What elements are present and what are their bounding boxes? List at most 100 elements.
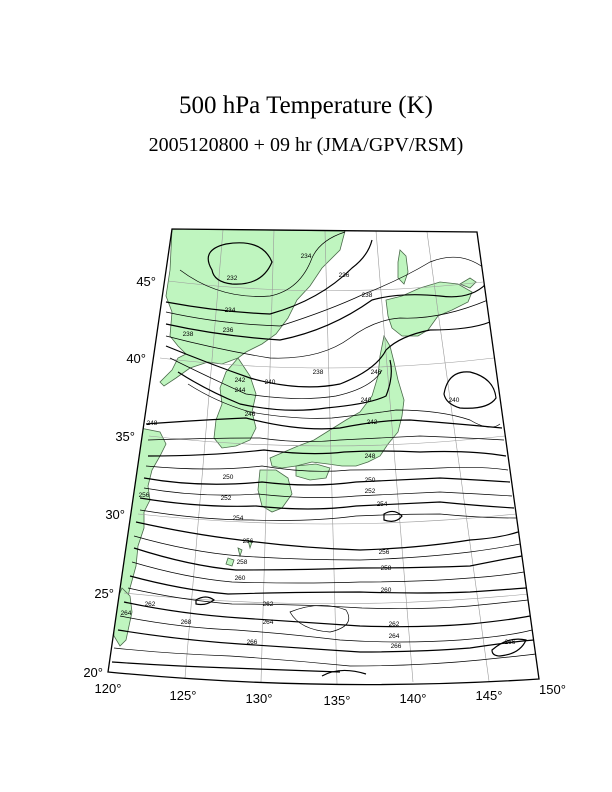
contour-label: 240: [449, 397, 460, 404]
contour-label: 242: [235, 377, 246, 384]
contour-label: 260: [381, 587, 392, 594]
lat-tick-label: 30°: [105, 507, 125, 522]
isotherm-contours: [111, 231, 537, 677]
hokkaido: [385, 281, 473, 337]
contour-label: 238: [313, 369, 324, 376]
isotherm: [179, 231, 346, 297]
contour-label: 252: [221, 495, 232, 502]
lon-tick-label: 140°: [400, 691, 427, 706]
isotherm: [177, 359, 392, 411]
contour-label: 232: [227, 275, 238, 282]
parallel-30: [137, 513, 517, 525]
isotherm: [127, 587, 529, 610]
kyushu: [257, 469, 293, 513]
isotherm: [165, 256, 485, 327]
contour-label: 246: [371, 369, 382, 376]
isotherm: [119, 615, 533, 643]
lat-tick-label: 45°: [136, 274, 156, 289]
isotherm: [443, 371, 497, 409]
isotherm: [111, 661, 341, 673]
contour-label: 266: [505, 639, 516, 646]
isotherm: [289, 605, 350, 633]
axis-labels: 45° 40° 35° 30° 25° 20° 120° 125° 130° 1…: [83, 274, 566, 708]
meridian-135: [324, 230, 338, 685]
meridian-125: [184, 229, 224, 679]
parallel-40: [159, 357, 495, 369]
contour-label: 264: [121, 610, 132, 617]
isotherm: [165, 283, 487, 341]
contour-label: 262: [389, 621, 400, 628]
isotherm: [383, 510, 403, 522]
isotherm: [135, 521, 519, 551]
contour-label: 266: [391, 643, 402, 650]
contour-label: 236: [339, 272, 350, 279]
isotherm: [187, 383, 501, 428]
contour-label: 250: [365, 477, 376, 484]
isotherm: [195, 596, 216, 606]
lat-tick-label: 20°: [83, 665, 103, 680]
contour-label: 264: [263, 619, 274, 626]
kuril-islands: [459, 277, 477, 289]
contour-label: 246: [245, 411, 256, 418]
contour-label: 238: [362, 292, 373, 299]
contour-label: 264: [389, 633, 400, 640]
taiwan: [111, 587, 133, 647]
isotherm: [169, 357, 383, 399]
contour-label: 256: [243, 538, 254, 545]
parallel-45: [167, 280, 484, 292]
meridian-140: [375, 230, 414, 683]
isotherm: [139, 509, 517, 521]
contour-label: 248: [365, 453, 376, 460]
meridian-130: [260, 229, 275, 683]
shikoku: [295, 463, 331, 481]
contour-label: 262: [263, 601, 274, 608]
contour-label: 244: [235, 387, 246, 394]
contour-label: 234: [301, 253, 312, 260]
lon-tick-label: 130°: [246, 691, 273, 706]
contour-label: 254: [233, 515, 244, 522]
isotherm: [143, 477, 511, 486]
isotherm: [147, 435, 505, 442]
lon-tick-label: 125°: [170, 688, 197, 703]
contour-label: 236: [223, 327, 234, 334]
isotherm: [165, 299, 489, 359]
contour-label: 250: [223, 474, 234, 481]
contour-label: 252: [365, 488, 376, 495]
lon-tick-label: 145°: [476, 688, 503, 703]
parallel-35: [148, 435, 506, 447]
isotherm: [145, 465, 509, 472]
isotherm: [139, 497, 515, 510]
isotherm: [165, 239, 373, 315]
meridian-145: [426, 231, 490, 682]
contour-label: 266: [247, 639, 258, 646]
isotherm: [165, 321, 491, 388]
contour-label: 248: [147, 420, 158, 427]
contour-label: 234: [225, 307, 236, 314]
isotherm: [207, 242, 273, 285]
contour-label: 258: [237, 559, 248, 566]
korean-peninsula: [213, 357, 257, 449]
contour-label: 240: [361, 397, 372, 404]
contour-label: 240: [265, 379, 276, 386]
contour-label: 242: [367, 419, 378, 426]
map-frame: [107, 228, 540, 686]
isotherm: [321, 669, 367, 677]
isotherm: [143, 487, 513, 498]
contour-label: 268: [181, 619, 192, 626]
isotherm: [147, 449, 507, 457]
map-subtitle: 2005120800 + 09 hr (JMA/GPV/RSM): [148, 134, 464, 156]
lat-tick-label: 40°: [126, 351, 146, 366]
isotherm: [145, 417, 503, 430]
contour-label: 258: [381, 565, 392, 572]
lat-tick-label: 25°: [94, 586, 114, 601]
contour-label: 256: [379, 549, 390, 556]
isotherm: [129, 575, 527, 595]
contour-label: 238: [183, 331, 194, 338]
contour-label: 256: [139, 492, 150, 499]
isotherm: [123, 601, 531, 628]
map-title: 500 hPa Temperature (K): [179, 92, 433, 119]
contour-label: 262: [145, 601, 156, 608]
lon-tick-label: 150°: [539, 682, 566, 697]
lon-tick-label: 135°: [324, 693, 351, 708]
